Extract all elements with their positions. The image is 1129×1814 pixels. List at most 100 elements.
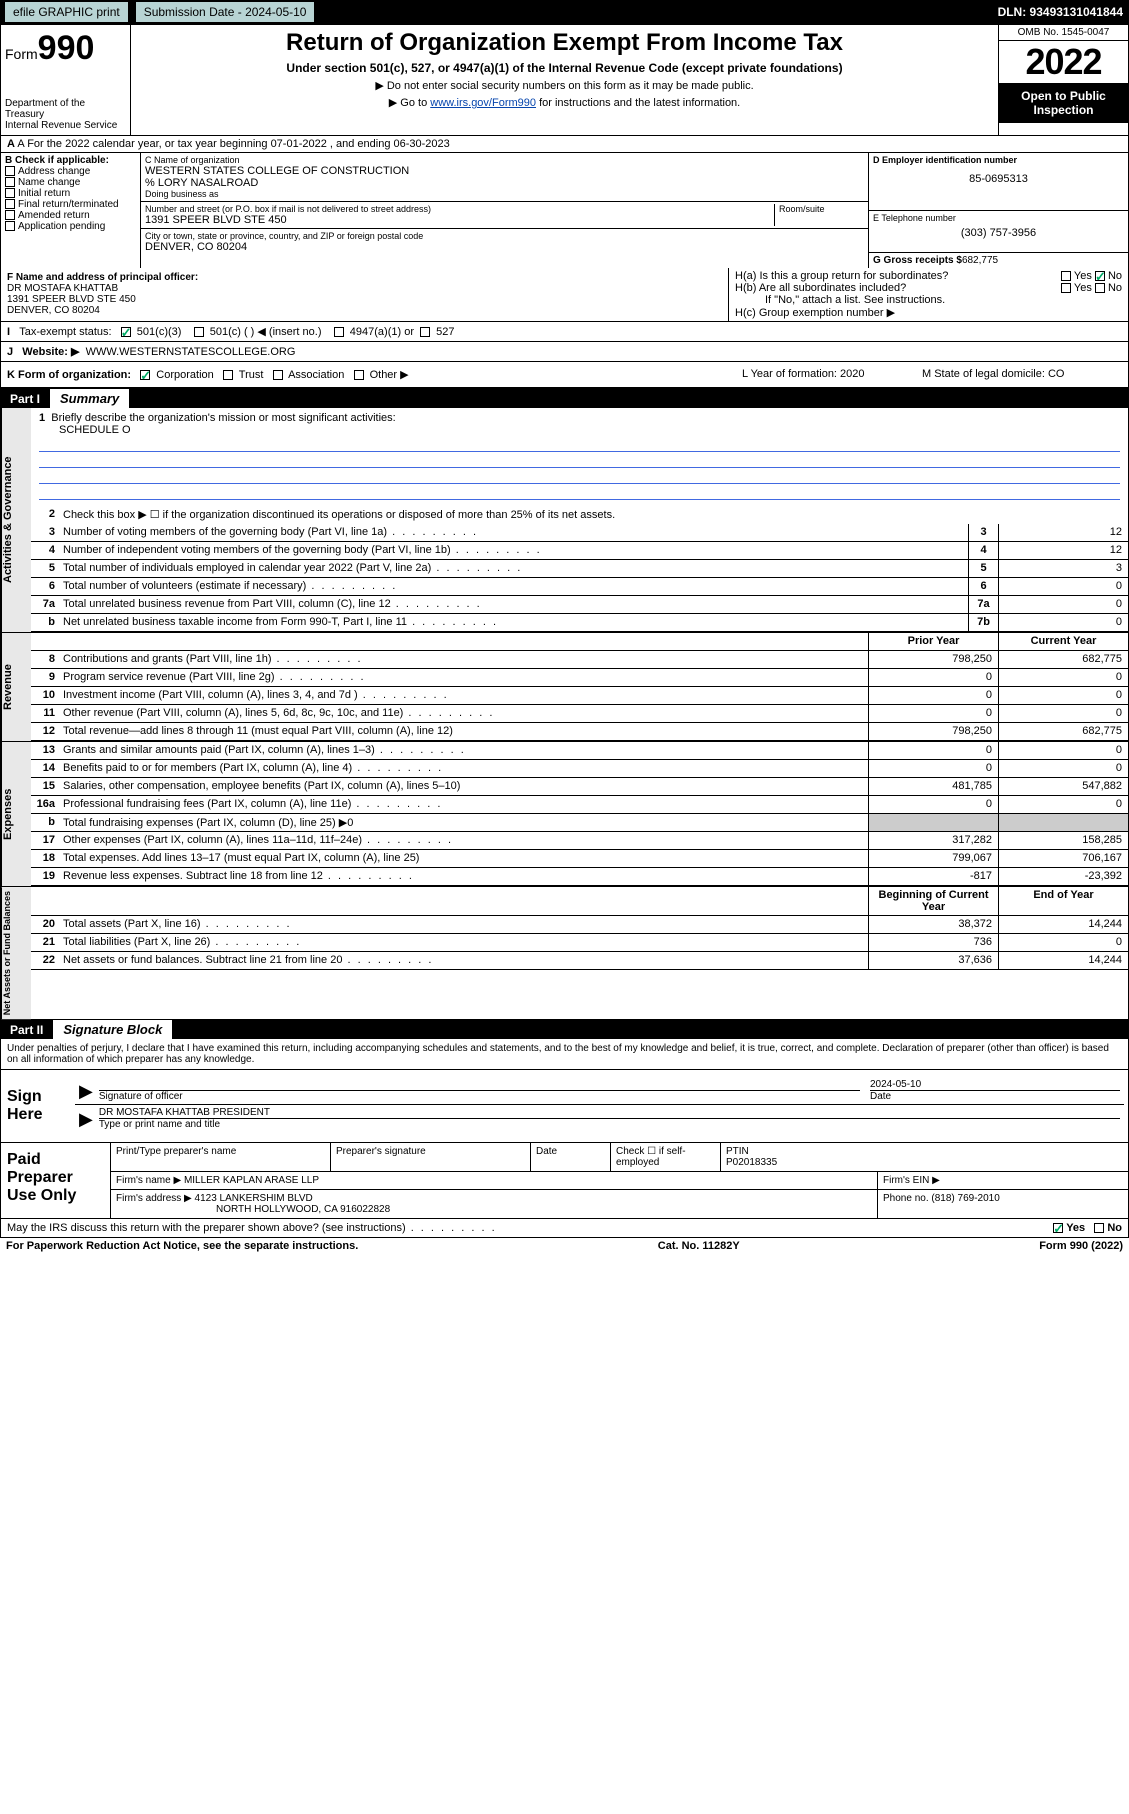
cb-label: Application pending	[18, 221, 105, 232]
sig-date-label: Date	[870, 1090, 1120, 1102]
no-label: No	[1108, 282, 1122, 294]
dln-label: DLN: 93493131041844	[998, 5, 1129, 19]
principal-officer: F Name and address of principal officer:…	[1, 268, 728, 321]
submission-date-button[interactable]: Submission Date - 2024-05-10	[135, 1, 316, 23]
line15-prior: 481,785	[868, 778, 998, 795]
form-title: Return of Organization Exempt From Incom…	[141, 29, 988, 57]
cb-527[interactable]	[420, 327, 430, 337]
sig-declaration: Under penalties of perjury, I declare th…	[1, 1039, 1128, 1070]
phone: (303) 757-3956	[873, 227, 1124, 239]
website-label: Website: ▶	[22, 346, 79, 358]
gross-receipts: 682,775	[962, 255, 998, 266]
yes-label: Yes	[1074, 282, 1092, 294]
efile-print-button[interactable]: efile GRAPHIC print	[4, 1, 129, 23]
cb-address-change[interactable]: Address change	[5, 166, 136, 177]
street-cell: Number and street (or P.O. box if mail i…	[141, 202, 868, 229]
cb-corp[interactable]	[140, 370, 150, 380]
ha-yes-cb[interactable]	[1061, 271, 1071, 281]
line14-prior: 0	[868, 760, 998, 777]
prep-date-hdr: Date	[531, 1143, 611, 1171]
line4-box: 4	[968, 542, 998, 559]
cb-501c[interactable]	[194, 327, 204, 337]
cb-label: Final return/terminated	[18, 199, 119, 210]
form-header: Form990 Department of the Treasury Inter…	[0, 24, 1129, 136]
cb-trust[interactable]	[223, 370, 233, 380]
firm-addr2: NORTH HOLLYWOOD, CA 916022828	[116, 1204, 390, 1215]
line20-text: Total assets (Part X, line 16)	[59, 916, 868, 933]
hb-note: If "No," attach a list. See instructions…	[735, 294, 1122, 306]
line3-val: 12	[998, 524, 1128, 541]
firm-lbl: Firm's name ▶	[116, 1175, 181, 1186]
cb-name-change[interactable]: Name change	[5, 177, 136, 188]
yes-label: Yes	[1074, 270, 1092, 282]
vtab-revenue: Revenue	[1, 633, 31, 741]
line14-curr: 0	[998, 760, 1128, 777]
row-j-website: J Website: ▶ WWW.WESTERNSTATESCOLLEGE.OR…	[1, 342, 1128, 362]
cb-initial-return[interactable]: Initial return	[5, 188, 136, 199]
line16b-prior	[868, 814, 998, 831]
hb-yes-cb[interactable]	[1061, 283, 1071, 293]
row-k: K Form of organization: Corporation Trus…	[1, 362, 1128, 388]
line18-curr: 706,167	[998, 850, 1128, 867]
opt-501c3: 501(c)(3)	[137, 326, 182, 338]
prior-year-hdr: Prior Year	[868, 633, 998, 650]
opt-trust: Trust	[239, 369, 264, 381]
irs-link[interactable]: www.irs.gov/Form990	[430, 97, 536, 109]
discuss-text: May the IRS discuss this return with the…	[7, 1222, 497, 1234]
line19-text: Revenue less expenses. Subtract line 18 …	[59, 868, 868, 885]
cb-amended[interactable]: Amended return	[5, 210, 136, 221]
cb-other[interactable]	[354, 370, 364, 380]
opt-501c: 501(c) ( ) ◀ (insert no.)	[210, 326, 322, 338]
ha-text: H(a) Is this a group return for subordin…	[735, 270, 948, 282]
officer-label: F Name and address of principal officer:	[7, 272, 198, 283]
cb-assoc[interactable]	[273, 370, 283, 380]
org-name-label: C Name of organization	[145, 155, 864, 165]
note-link: ▶ Go to www.irs.gov/Form990 for instruct…	[141, 96, 988, 109]
line3-box: 3	[968, 524, 998, 541]
period-text: A For the 2022 calendar year, or tax yea…	[17, 138, 449, 150]
gross-cell: G Gross receipts $682,775	[869, 253, 1128, 268]
opt-assoc: Association	[288, 369, 344, 381]
topbar: efile GRAPHIC print Submission Date - 20…	[0, 0, 1129, 24]
ha-no-cb[interactable]	[1095, 271, 1105, 281]
line21-beg: 736	[868, 934, 998, 951]
form-word: Form	[5, 46, 38, 62]
line10-prior: 0	[868, 687, 998, 704]
discuss-no-cb[interactable]	[1094, 1223, 1104, 1233]
firm-addr-cell: Firm's address ▶ 4123 LANKERSHIM BLVD NO…	[111, 1190, 878, 1218]
ptin-label: PTIN	[726, 1146, 1123, 1157]
end-year-hdr: End of Year	[998, 887, 1128, 915]
line21-text: Total liabilities (Part X, line 26)	[59, 934, 868, 951]
gross-label: G Gross receipts $	[873, 255, 962, 266]
hb-no-cb[interactable]	[1095, 283, 1105, 293]
ein: 85-0695313	[873, 173, 1124, 185]
line19-prior: -817	[868, 868, 998, 885]
website-url: WWW.WESTERNSTATESCOLLEGE.ORG	[86, 346, 296, 358]
line16a-text: Professional fundraising fees (Part IX, …	[59, 796, 868, 813]
cb-label: Name change	[18, 177, 80, 188]
phone-cell: E Telephone number (303) 757-3956	[869, 211, 1128, 253]
line6-text: Total number of volunteers (estimate if …	[59, 578, 968, 595]
cb-4947[interactable]	[334, 327, 344, 337]
cb-final-return[interactable]: Final return/terminated	[5, 199, 136, 210]
mission-rule	[39, 486, 1120, 500]
org-name: WESTERN STATES COLLEGE OF CONSTRUCTION	[145, 165, 864, 177]
prep-selfemp: Check ☐ if self-employed	[611, 1143, 721, 1171]
form-subtitle: Under section 501(c), 527, or 4947(a)(1)…	[141, 61, 988, 75]
opt-other: Other ▶	[370, 369, 409, 381]
part2-num: Part II	[0, 1021, 53, 1039]
open-inspection: Open to Public Inspection	[999, 83, 1128, 123]
line7b-val: 0	[998, 614, 1128, 631]
tax-exempt-label: Tax-exempt status:	[19, 326, 111, 338]
ein-cell: D Employer identification number 85-0695…	[869, 153, 1128, 211]
discuss-yes-cb[interactable]	[1053, 1223, 1063, 1233]
line18-prior: 799,067	[868, 850, 998, 867]
sig-officer-label: Signature of officer	[99, 1090, 860, 1102]
summary-governance: Activities & Governance 1 Briefly descri…	[0, 408, 1129, 633]
phone-label: E Telephone number	[873, 213, 1124, 223]
opt-corp: Corporation	[156, 369, 213, 381]
cb-application-pending[interactable]: Application pending	[5, 221, 136, 232]
prep-ptin-cell: PTIN P02018335	[721, 1143, 1128, 1171]
cb-501c3[interactable]	[121, 327, 131, 337]
city-cell: City or town, state or province, country…	[141, 229, 868, 255]
